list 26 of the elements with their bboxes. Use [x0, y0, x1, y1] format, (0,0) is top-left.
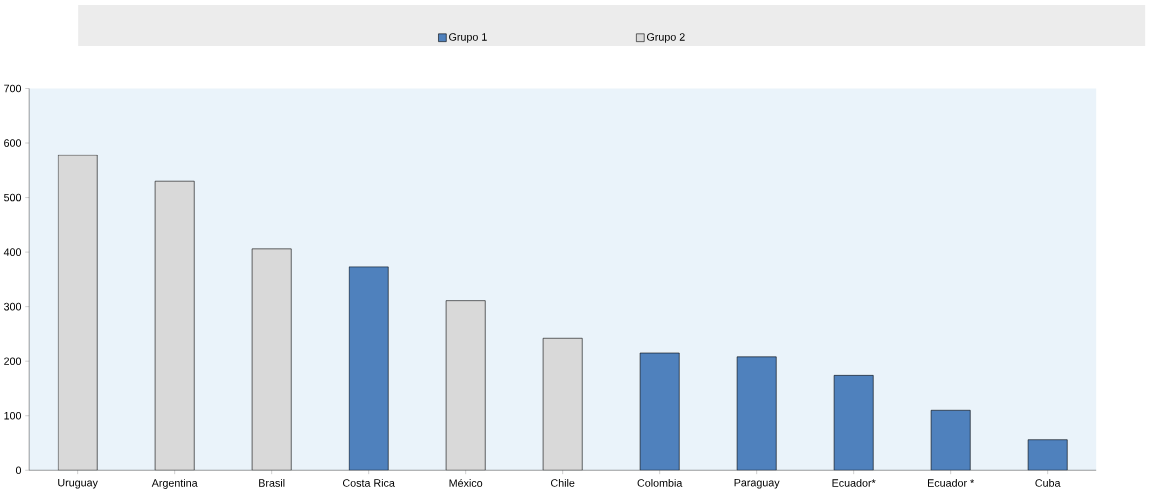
x-tick-label: Paraguay	[734, 479, 780, 489]
legend-label: Grupo 1	[449, 33, 487, 44]
y-tick-label: 100	[4, 412, 22, 420]
y-tick-label: 0	[15, 466, 22, 475]
x-tick-label: Costa Rica	[342, 479, 395, 488]
y-tick-label: 500	[4, 194, 22, 202]
x-tick-label: Argentina	[151, 479, 198, 490]
bar	[155, 181, 195, 471]
x-tick-label: Chile	[551, 479, 575, 488]
x-tick-label: Cuba	[1035, 479, 1061, 488]
x-tick-label: Colombia	[637, 479, 683, 488]
y-tick-label: 600	[4, 139, 22, 148]
bar	[446, 300, 486, 471]
x-tick-label: Ecuador*	[832, 479, 876, 488]
bar	[252, 249, 292, 471]
y-tick-label: 300	[4, 303, 22, 311]
bar	[58, 155, 98, 471]
legend-label: Grupo 2	[647, 33, 685, 44]
x-tick-label: Uruguay	[58, 479, 98, 489]
x-tick-label: México	[449, 479, 483, 488]
y-tick-label: 700	[4, 84, 22, 93]
y-tick-label: 200	[4, 357, 22, 366]
x-tick-label: Ecuador *	[928, 479, 975, 488]
bar	[542, 338, 583, 471]
y-tick-label: 400	[3, 248, 22, 257]
x-tick-label: Brasil	[259, 479, 285, 488]
